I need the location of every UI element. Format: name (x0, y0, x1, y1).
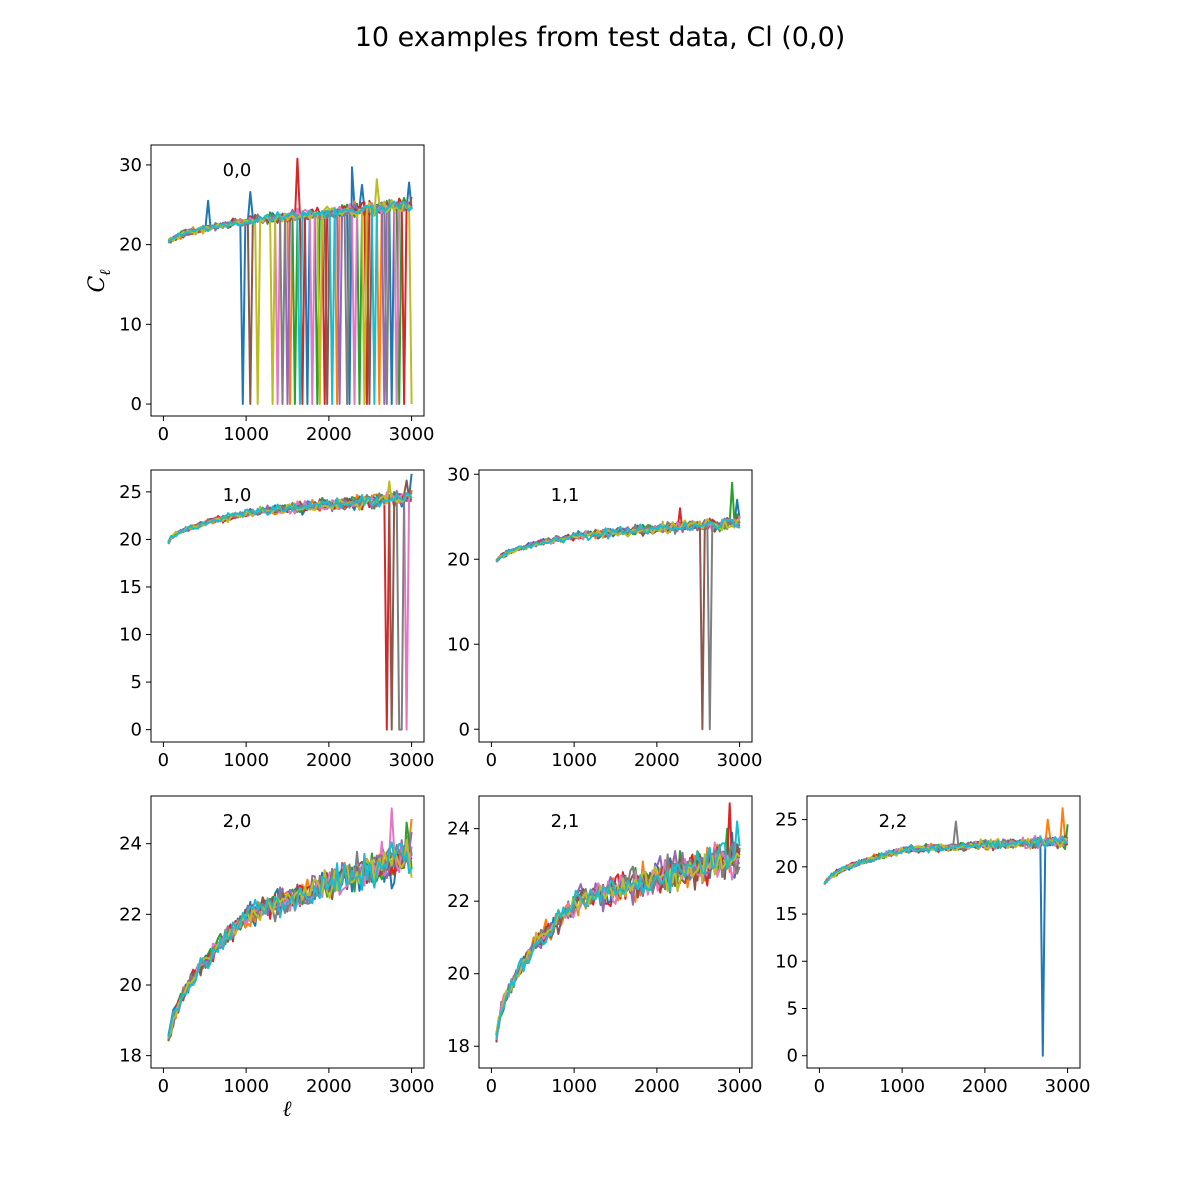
x-tick-label: 0 (486, 1076, 497, 1097)
series-group (823, 807, 1069, 1057)
x-axis-label: ℓ (282, 1097, 292, 1122)
series-line-10 (167, 492, 413, 544)
x-tick-label: 3000 (717, 1076, 763, 1097)
y-tick-label: 15 (119, 577, 142, 598)
x-tick-label: 0 (158, 750, 169, 771)
panel-title: 0,0 (223, 160, 252, 181)
series-line-10 (495, 820, 741, 1039)
y-tick-label: 0 (131, 720, 142, 741)
y-tick-label: 10 (447, 634, 470, 655)
y-tick-label: 20 (119, 235, 142, 256)
series-line-9 (167, 838, 413, 1039)
y-tick-label: 22 (119, 904, 142, 925)
x-tick-label: 1000 (551, 1076, 597, 1097)
subplot-1-1: 0 1000 2000 3000 0 10 20 30 1,1 (447, 464, 762, 771)
subplot-0-0: 0 1000 2000 3000 0 10 20 30 0,0 (119, 144, 435, 445)
x-tick-label: 2000 (306, 1076, 352, 1097)
axes-frame (806, 795, 1081, 1069)
y-tick-label: 25 (119, 482, 142, 503)
y-tick-label: 20 (447, 549, 470, 570)
x-tick-label: 2000 (634, 1076, 680, 1097)
panel-title: 2,1 (551, 811, 580, 832)
series-line-10 (167, 200, 413, 405)
y-tick-label: 20 (119, 975, 142, 996)
series-group (495, 481, 741, 731)
x-tick-label: 1000 (551, 750, 597, 771)
x-tick-label: 3000 (389, 424, 435, 445)
axes-frame (150, 144, 425, 417)
x-tick-label: 3000 (389, 750, 435, 771)
series-line-9 (496, 518, 740, 561)
series-line-9 (495, 852, 741, 1033)
panel-title: 1,0 (223, 485, 252, 506)
y-tick-label: 24 (119, 834, 142, 855)
y-tick-label: 30 (119, 155, 142, 176)
y-tick-label: 10 (119, 625, 142, 646)
x-tick-label: 0 (158, 1076, 169, 1097)
x-tick-label: 1000 (223, 424, 269, 445)
x-tick-label: 2000 (962, 1076, 1008, 1097)
subplot-2-2: 0 1000 2000 3000 0 5 10 15 20 25 2,2 (775, 795, 1091, 1097)
x-tick-label: 3000 (389, 1076, 435, 1097)
y-tick-label: 10 (119, 314, 142, 335)
x-tick-label: 2000 (306, 424, 352, 445)
y-axis-label-main: Cℓ (85, 269, 114, 292)
axes-frame (478, 795, 753, 1069)
x-tick-label: 1000 (223, 1076, 269, 1097)
y-tick-label: 0 (459, 719, 470, 740)
y-tick-label: 25 (775, 810, 798, 831)
x-tick-label: 2000 (634, 750, 680, 771)
y-axis-label-letter: C (85, 276, 110, 293)
x-tick-label: 0 (158, 424, 169, 445)
y-tick-label: 22 (447, 891, 470, 912)
y-tick-label: 30 (447, 464, 470, 485)
y-tick-label: 18 (447, 1036, 470, 1057)
y-tick-label: 20 (119, 529, 142, 550)
x-tick-label: 0 (814, 1076, 825, 1097)
series-line-10 (823, 835, 1068, 885)
series-group (167, 807, 413, 1042)
y-tick-label: 20 (775, 857, 798, 878)
series-line-10 (167, 841, 413, 1038)
panel-title: 2,2 (879, 811, 908, 832)
axes-frame (150, 795, 425, 1069)
y-tick-label: 5 (131, 672, 142, 693)
subplot-2-1: 0 1000 2000 3000 18 20 22 24 2,1 (447, 795, 763, 1097)
y-tick-label: 18 (119, 1046, 142, 1067)
y-tick-label: 5 (787, 999, 798, 1020)
y-tick-label: 24 (447, 819, 470, 840)
y-axis-label: Cℓ (85, 269, 114, 292)
subplot-1-0: 0 1000 2000 3000 0 5 10 15 20 25 1,0 (119, 469, 435, 771)
axes-frame (150, 469, 425, 743)
y-tick-label: 10 (775, 951, 798, 972)
figure-title: 10 examples from test data, Cl (0,0) (355, 22, 846, 53)
x-tick-label: 1000 (879, 1076, 925, 1097)
x-tick-label: 2000 (306, 750, 352, 771)
panel-title: 2,0 (223, 811, 252, 832)
y-tick-label: 0 (787, 1046, 798, 1067)
series-group (495, 802, 741, 1043)
series-group (167, 157, 413, 405)
series-group (167, 473, 413, 731)
series-line-10 (495, 517, 741, 562)
y-tick-label: 20 (447, 964, 470, 985)
x-tick-label: 3000 (1045, 1076, 1091, 1097)
y-tick-label: 0 (131, 394, 142, 415)
panel-title: 1,1 (551, 485, 580, 506)
y-tick-label: 15 (775, 904, 798, 925)
x-tick-label: 1000 (223, 750, 269, 771)
x-tick-label: 0 (486, 750, 497, 771)
y-axis-label-subscript: ℓ (96, 269, 114, 275)
subplot-2-0: 0 1000 2000 3000 18 20 22 24 2,0 (119, 795, 435, 1097)
axes-frame (478, 469, 753, 743)
x-tick-label: 3000 (717, 750, 763, 771)
